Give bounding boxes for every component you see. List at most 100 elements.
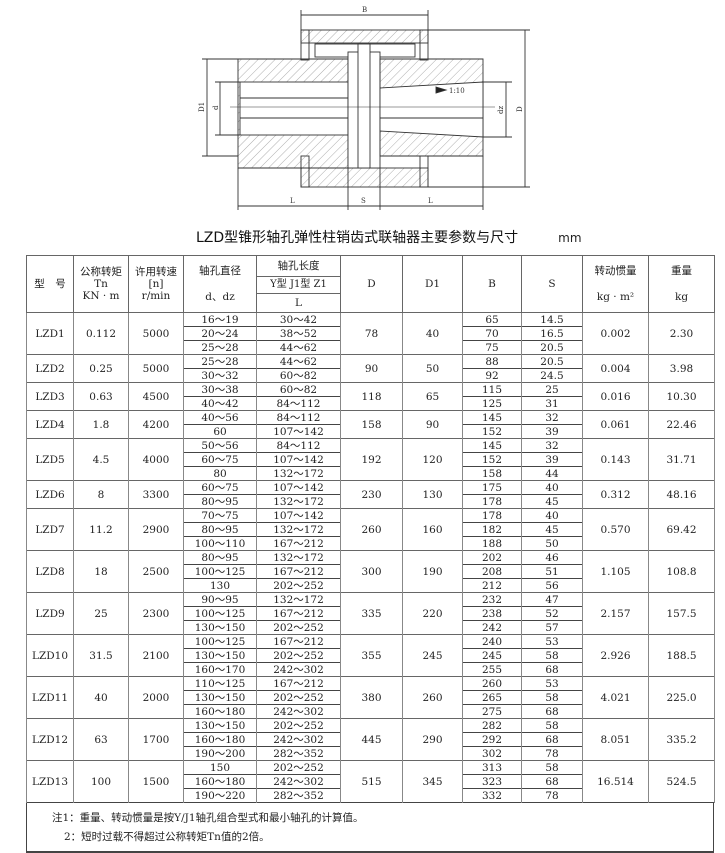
cell-model: LZD9 [26, 592, 74, 635]
table-row: LZD9 25 2300 90～95 132～172 335 220 232 47 2.157 15… [26, 592, 715, 635]
cell-weight: 69.42 [648, 508, 715, 551]
cell-speed: 5000 [128, 312, 184, 355]
cell-model: LZD8 [26, 550, 74, 593]
table-row: 30～32 60～82 92 24.5 [27, 368, 715, 383]
cell-S: 68 [521, 732, 583, 747]
dim-label-B: B [362, 6, 367, 14]
cell-D: 78 [340, 312, 403, 355]
cell-B: 265 [462, 690, 522, 705]
cell-weight: 31.71 [648, 438, 715, 481]
cell-D1: 50 [402, 354, 463, 383]
cell-D1: 220 [402, 592, 463, 635]
cell-weight: 3.98 [648, 354, 715, 383]
cell-S: 32 [521, 410, 583, 425]
cell-B: 152 [462, 424, 522, 439]
cell-inertia: 16.514 [582, 760, 649, 803]
cell-bore-length: 282～352 [256, 746, 341, 761]
cell-bore-length: 84～112 [256, 410, 341, 425]
table-row: LZD8 18 2500 80～95 132～172 300 190 202 46 1.105 10… [26, 550, 715, 593]
header-bore-types: Y型 J1型 Z1 [256, 276, 341, 294]
cell-inertia: 0.004 [582, 354, 649, 383]
note-1: 注1：重量、转动惯量是按Y/J1轴孔组合型式和最小轴孔的计算值。 [52, 812, 364, 824]
cell-torque: 4.5 [73, 438, 129, 481]
cell-speed: 2500 [128, 550, 184, 593]
table-row: LZD1 0.112 5000 16～19 30～42 78 40 65 14.5 0.002 2.… [26, 312, 715, 355]
cell-model: LZD1 [26, 312, 74, 355]
taper-label: 1:10 [449, 87, 465, 95]
cell-B: 240 [462, 634, 522, 649]
cell-bore-diameter: 30～32 [183, 368, 257, 383]
cell-bore-length: 60～82 [256, 382, 341, 397]
cell-bore-length: 107～142 [256, 508, 341, 523]
cell-S: 58 [521, 718, 583, 733]
cell-D: 118 [340, 382, 403, 411]
cell-B: 115 [462, 382, 522, 397]
cell-bore-length: 282～352 [256, 788, 341, 803]
cell-bore-length: 202～252 [256, 578, 341, 593]
table-row: 130 202～252 212 56 [27, 578, 715, 593]
cell-inertia: 4.021 [582, 676, 649, 719]
cell-torque: 8 [73, 480, 129, 509]
cell-bore-diameter: 16～19 [183, 312, 257, 327]
cell-B: 332 [462, 788, 522, 803]
cell-bore-length: 60～82 [256, 368, 341, 383]
table-row: LZD7 11.2 2900 70～75 107～142 260 160 178 40 0.570… [26, 508, 715, 551]
cell-model: LZD3 [26, 382, 74, 411]
cell-S: 58 [521, 690, 583, 705]
cell-B: 70 [462, 326, 522, 341]
cell-inertia: 1.105 [582, 550, 649, 593]
table-row: 100～125 167～212 208 51 [27, 564, 715, 579]
cell-speed: 1500 [128, 760, 184, 803]
cell-D: 158 [340, 410, 403, 439]
cell-S: 24.5 [521, 368, 583, 383]
table-row: 20～24 38～52 70 16.5 [27, 326, 715, 341]
parameters-table: 型 号 公称转矩 Tn KN · m 许用转速 [n] r/min 轴孔直径 d、dz 轴… [26, 255, 715, 803]
dim-label-L-right: L [428, 197, 433, 205]
cell-bore-diameter: 100～110 [183, 536, 257, 551]
cell-D: 445 [340, 718, 403, 761]
cell-D1: 120 [402, 438, 463, 481]
cell-model: LZD2 [26, 354, 74, 383]
cell-model: LZD12 [26, 718, 74, 761]
header-model: 型 号 [26, 255, 74, 313]
cell-bore-diameter: 40～56 [183, 410, 257, 425]
table-row: 190～200 282～352 302 78 [27, 746, 715, 761]
cell-inertia: 0.061 [582, 410, 649, 439]
cell-bore-length: 167～212 [256, 676, 341, 691]
dim-label-d: d [212, 105, 220, 110]
cell-torque: 11.2 [73, 508, 129, 551]
cell-bore-length: 107～142 [256, 480, 341, 495]
table-row: 80～95 132～172 182 45 [27, 522, 715, 537]
cell-weight: 2.30 [648, 312, 715, 355]
dim-label-L-left: L [290, 197, 295, 205]
cell-bore-length: 242～302 [256, 774, 341, 789]
cell-bore-diameter: 70～75 [183, 508, 257, 523]
cell-bore-diameter: 100～125 [183, 606, 257, 621]
table-row: 130～150 202～252 265 58 [27, 690, 715, 705]
cell-bore-diameter: 190～220 [183, 788, 257, 803]
cell-bore-diameter: 60～75 [183, 452, 257, 467]
cell-bore-length: 167～212 [256, 536, 341, 551]
header-S: S [521, 255, 583, 313]
cell-bore-length: 84～112 [256, 396, 341, 411]
table-row: 100～110 167～212 188 50 [27, 536, 715, 551]
cell-S: 52 [521, 606, 583, 621]
cell-bore-length: 202～252 [256, 718, 341, 733]
cell-B: 323 [462, 774, 522, 789]
cell-B: 175 [462, 480, 522, 495]
cell-bore-length: 107～142 [256, 452, 341, 467]
header-bore-length: 轴孔长度 [256, 255, 341, 277]
cell-S: 39 [521, 452, 583, 467]
cell-D1: 290 [402, 718, 463, 761]
cell-inertia: 0.143 [582, 438, 649, 481]
header-speed: 许用转速 [n] r/min [128, 255, 184, 313]
cell-bore-diameter: 130～150 [183, 690, 257, 705]
table-row: LZD6 8 3300 60～75 107～142 230 130 175 40 0.312 48.… [26, 480, 715, 509]
cell-bore-diameter: 130～150 [183, 620, 257, 635]
cell-B: 255 [462, 662, 522, 677]
table-row: 160～180 242～302 323 68 [27, 774, 715, 789]
cell-bore-length: 167～212 [256, 606, 341, 621]
cell-bore-length: 38～52 [256, 326, 341, 341]
cell-inertia: 2.157 [582, 592, 649, 635]
cell-speed: 2900 [128, 508, 184, 551]
